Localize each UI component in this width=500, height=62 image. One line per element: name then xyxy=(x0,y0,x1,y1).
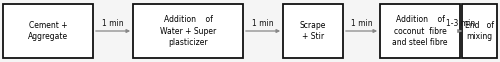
Text: 1 min: 1 min xyxy=(102,20,124,29)
Bar xyxy=(380,4,460,58)
Text: End   of
mixing: End of mixing xyxy=(465,21,494,41)
Text: Scrape
+ Stir: Scrape + Stir xyxy=(300,21,326,41)
Text: 1-3 min: 1-3 min xyxy=(446,20,476,29)
Text: 1 min: 1 min xyxy=(252,20,274,29)
Bar xyxy=(3,4,93,58)
Bar xyxy=(462,4,497,58)
Text: Addition    of
Water + Super
plasticizer: Addition of Water + Super plasticizer xyxy=(160,15,216,47)
Text: 1 min: 1 min xyxy=(350,20,372,29)
Bar xyxy=(133,4,243,58)
Text: Cement +
Aggregate: Cement + Aggregate xyxy=(28,21,68,41)
Text: Addition    of
coconut  fibre
and steel fibre: Addition of coconut fibre and steel fibr… xyxy=(392,15,448,47)
Bar xyxy=(283,4,343,58)
